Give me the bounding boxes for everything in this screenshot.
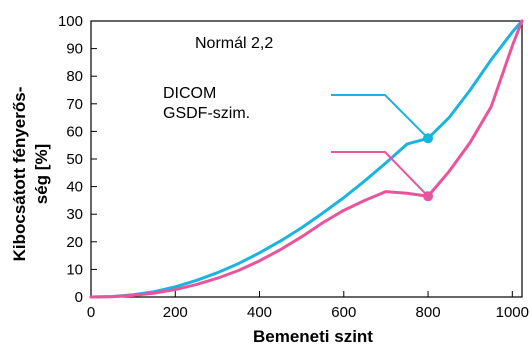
x-tick-label: 400 bbox=[247, 304, 272, 321]
dicom-marker-point bbox=[423, 133, 434, 144]
x-tick-label: 1000 bbox=[496, 304, 529, 321]
y-tick-label: 80 bbox=[66, 68, 83, 85]
x-axis-label: Bemeneti szint bbox=[253, 327, 373, 346]
x-tick-label: 600 bbox=[331, 304, 356, 321]
x-tick-label: 800 bbox=[416, 304, 441, 321]
y-tick-label: 30 bbox=[66, 206, 83, 223]
x-axis-ticks: 0 200 400 600 800 1000 bbox=[87, 291, 529, 321]
y-tick-label: 100 bbox=[58, 13, 83, 30]
y-tick-label: 0 bbox=[75, 289, 83, 306]
y-tick-label: 10 bbox=[66, 261, 83, 278]
x-tick-label: 0 bbox=[87, 304, 95, 321]
dicom-label-line-1: DICOM bbox=[163, 85, 216, 102]
y-axis-label: Kibocsátott fényerős- ség [%] bbox=[10, 87, 51, 262]
normal-22-label: Normál 2,2 bbox=[195, 35, 273, 52]
normal-leader-line bbox=[331, 151, 429, 197]
normal-22-series-line bbox=[89, 19, 524, 299]
dicom-leader-line bbox=[331, 94, 429, 140]
y-tick-label: 20 bbox=[66, 234, 83, 251]
dicom-label-line-2: GSDF-szim. bbox=[163, 105, 250, 122]
y-tick-label: 90 bbox=[66, 41, 83, 58]
normal-marker-point bbox=[423, 191, 434, 202]
y-axis-label-line-2: ség [%] bbox=[32, 144, 51, 204]
y-tick-label: 50 bbox=[66, 151, 83, 168]
y-axis-ticks: 0 10 20 30 40 50 60 70 80 90 100 bbox=[58, 13, 97, 306]
y-tick-label: 60 bbox=[66, 123, 83, 140]
annotation-layer bbox=[331, 94, 434, 202]
dicom-gsdf-series-line bbox=[89, 19, 524, 299]
x-tick-label: 200 bbox=[163, 304, 188, 321]
y-tick-label: 40 bbox=[66, 179, 83, 196]
y-tick-label: 70 bbox=[66, 96, 83, 113]
series-layer bbox=[89, 19, 524, 299]
y-axis-label-line-1: Kibocsátott fényerős- bbox=[10, 87, 29, 262]
